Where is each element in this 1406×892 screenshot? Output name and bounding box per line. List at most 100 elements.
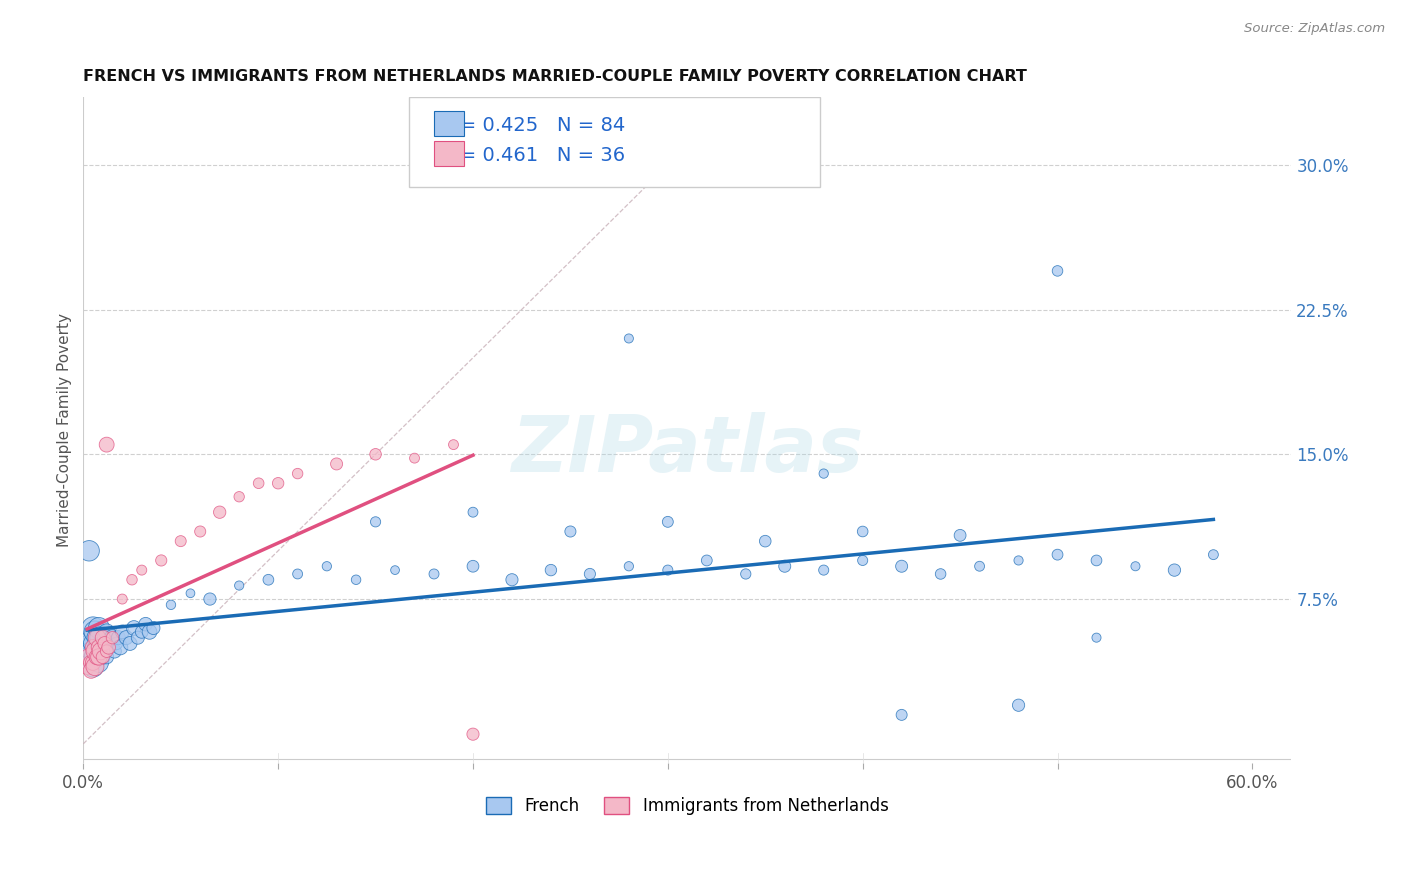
Point bbox=[110, 640, 132, 655]
Point bbox=[813, 467, 835, 481]
Point bbox=[813, 563, 835, 577]
Point bbox=[77, 656, 100, 670]
Point bbox=[364, 515, 387, 529]
Point bbox=[86, 650, 108, 665]
Point bbox=[118, 636, 141, 650]
Point bbox=[443, 437, 465, 451]
Point bbox=[96, 437, 118, 451]
Point bbox=[188, 524, 211, 539]
Point bbox=[87, 644, 110, 658]
Point bbox=[138, 624, 160, 639]
Point bbox=[287, 566, 309, 581]
Point bbox=[84, 624, 107, 639]
Point bbox=[76, 640, 98, 655]
Point bbox=[404, 451, 426, 466]
Point bbox=[461, 727, 484, 741]
Point bbox=[131, 624, 153, 639]
Point bbox=[461, 559, 484, 574]
Point bbox=[1007, 553, 1029, 567]
Point bbox=[179, 586, 201, 600]
Text: ZIPatlas: ZIPatlas bbox=[512, 412, 863, 488]
Point bbox=[325, 457, 347, 471]
Point bbox=[90, 631, 112, 645]
Point bbox=[80, 631, 103, 645]
Point bbox=[131, 563, 153, 577]
Bar bbox=[433, 141, 464, 167]
Point bbox=[1007, 698, 1029, 713]
Point bbox=[76, 659, 98, 673]
Point bbox=[107, 631, 129, 645]
Point bbox=[228, 490, 250, 504]
Point bbox=[267, 476, 290, 491]
Point bbox=[80, 656, 103, 670]
Point bbox=[91, 644, 114, 658]
Point bbox=[160, 598, 183, 612]
Point bbox=[890, 707, 912, 722]
Point bbox=[1202, 548, 1225, 562]
Point bbox=[852, 553, 875, 567]
Point bbox=[97, 636, 120, 650]
Point bbox=[150, 553, 173, 567]
Point bbox=[80, 664, 103, 678]
Point bbox=[96, 650, 118, 665]
Point bbox=[1163, 563, 1185, 577]
Point bbox=[96, 624, 118, 639]
Point bbox=[540, 563, 562, 577]
Point bbox=[101, 631, 124, 645]
Point bbox=[82, 640, 104, 655]
Point bbox=[115, 631, 138, 645]
Point bbox=[87, 650, 110, 665]
Point bbox=[1046, 264, 1069, 278]
Point bbox=[111, 592, 134, 607]
Text: FRENCH VS IMMIGRANTS FROM NETHERLANDS MARRIED-COUPLE FAMILY POVERTY CORRELATION : FRENCH VS IMMIGRANTS FROM NETHERLANDS MA… bbox=[83, 69, 1028, 84]
Point bbox=[82, 656, 104, 670]
Point bbox=[87, 656, 110, 670]
Point bbox=[91, 650, 114, 665]
Point bbox=[86, 640, 108, 655]
Point bbox=[100, 640, 122, 655]
Point bbox=[501, 573, 523, 587]
Point bbox=[96, 644, 118, 658]
Bar bbox=[433, 111, 464, 136]
Point bbox=[696, 553, 718, 567]
Point bbox=[754, 534, 776, 549]
Text: Source: ZipAtlas.com: Source: ZipAtlas.com bbox=[1244, 22, 1385, 36]
Point bbox=[198, 592, 221, 607]
Point bbox=[1085, 631, 1108, 645]
Point bbox=[84, 659, 107, 673]
Point bbox=[617, 559, 640, 574]
Point bbox=[86, 631, 108, 645]
Point bbox=[890, 559, 912, 574]
Point bbox=[90, 640, 112, 655]
Point bbox=[657, 515, 679, 529]
Point bbox=[461, 505, 484, 519]
Point bbox=[617, 331, 640, 345]
Text: R = 0.461   N = 36: R = 0.461 N = 36 bbox=[440, 146, 624, 165]
Point bbox=[86, 631, 108, 645]
Point bbox=[127, 631, 149, 645]
Point bbox=[101, 631, 124, 645]
Point bbox=[103, 644, 125, 658]
Point bbox=[1085, 553, 1108, 567]
Point bbox=[1046, 548, 1069, 562]
Point bbox=[315, 559, 337, 574]
Point bbox=[77, 650, 100, 665]
Point bbox=[121, 573, 143, 587]
Point bbox=[91, 636, 114, 650]
Point bbox=[364, 447, 387, 461]
Point bbox=[929, 566, 952, 581]
Text: R = 0.425   N = 84: R = 0.425 N = 84 bbox=[440, 116, 624, 135]
Point bbox=[97, 640, 120, 655]
Point bbox=[247, 476, 270, 491]
Point bbox=[90, 644, 112, 658]
Point bbox=[84, 650, 107, 665]
Point bbox=[87, 640, 110, 655]
Y-axis label: Married-Couple Family Poverty: Married-Couple Family Poverty bbox=[58, 313, 72, 547]
Point bbox=[228, 578, 250, 592]
Point bbox=[579, 566, 602, 581]
Point bbox=[384, 563, 406, 577]
Point bbox=[852, 524, 875, 539]
Point bbox=[423, 566, 446, 581]
Point bbox=[969, 559, 991, 574]
Point bbox=[142, 621, 165, 635]
